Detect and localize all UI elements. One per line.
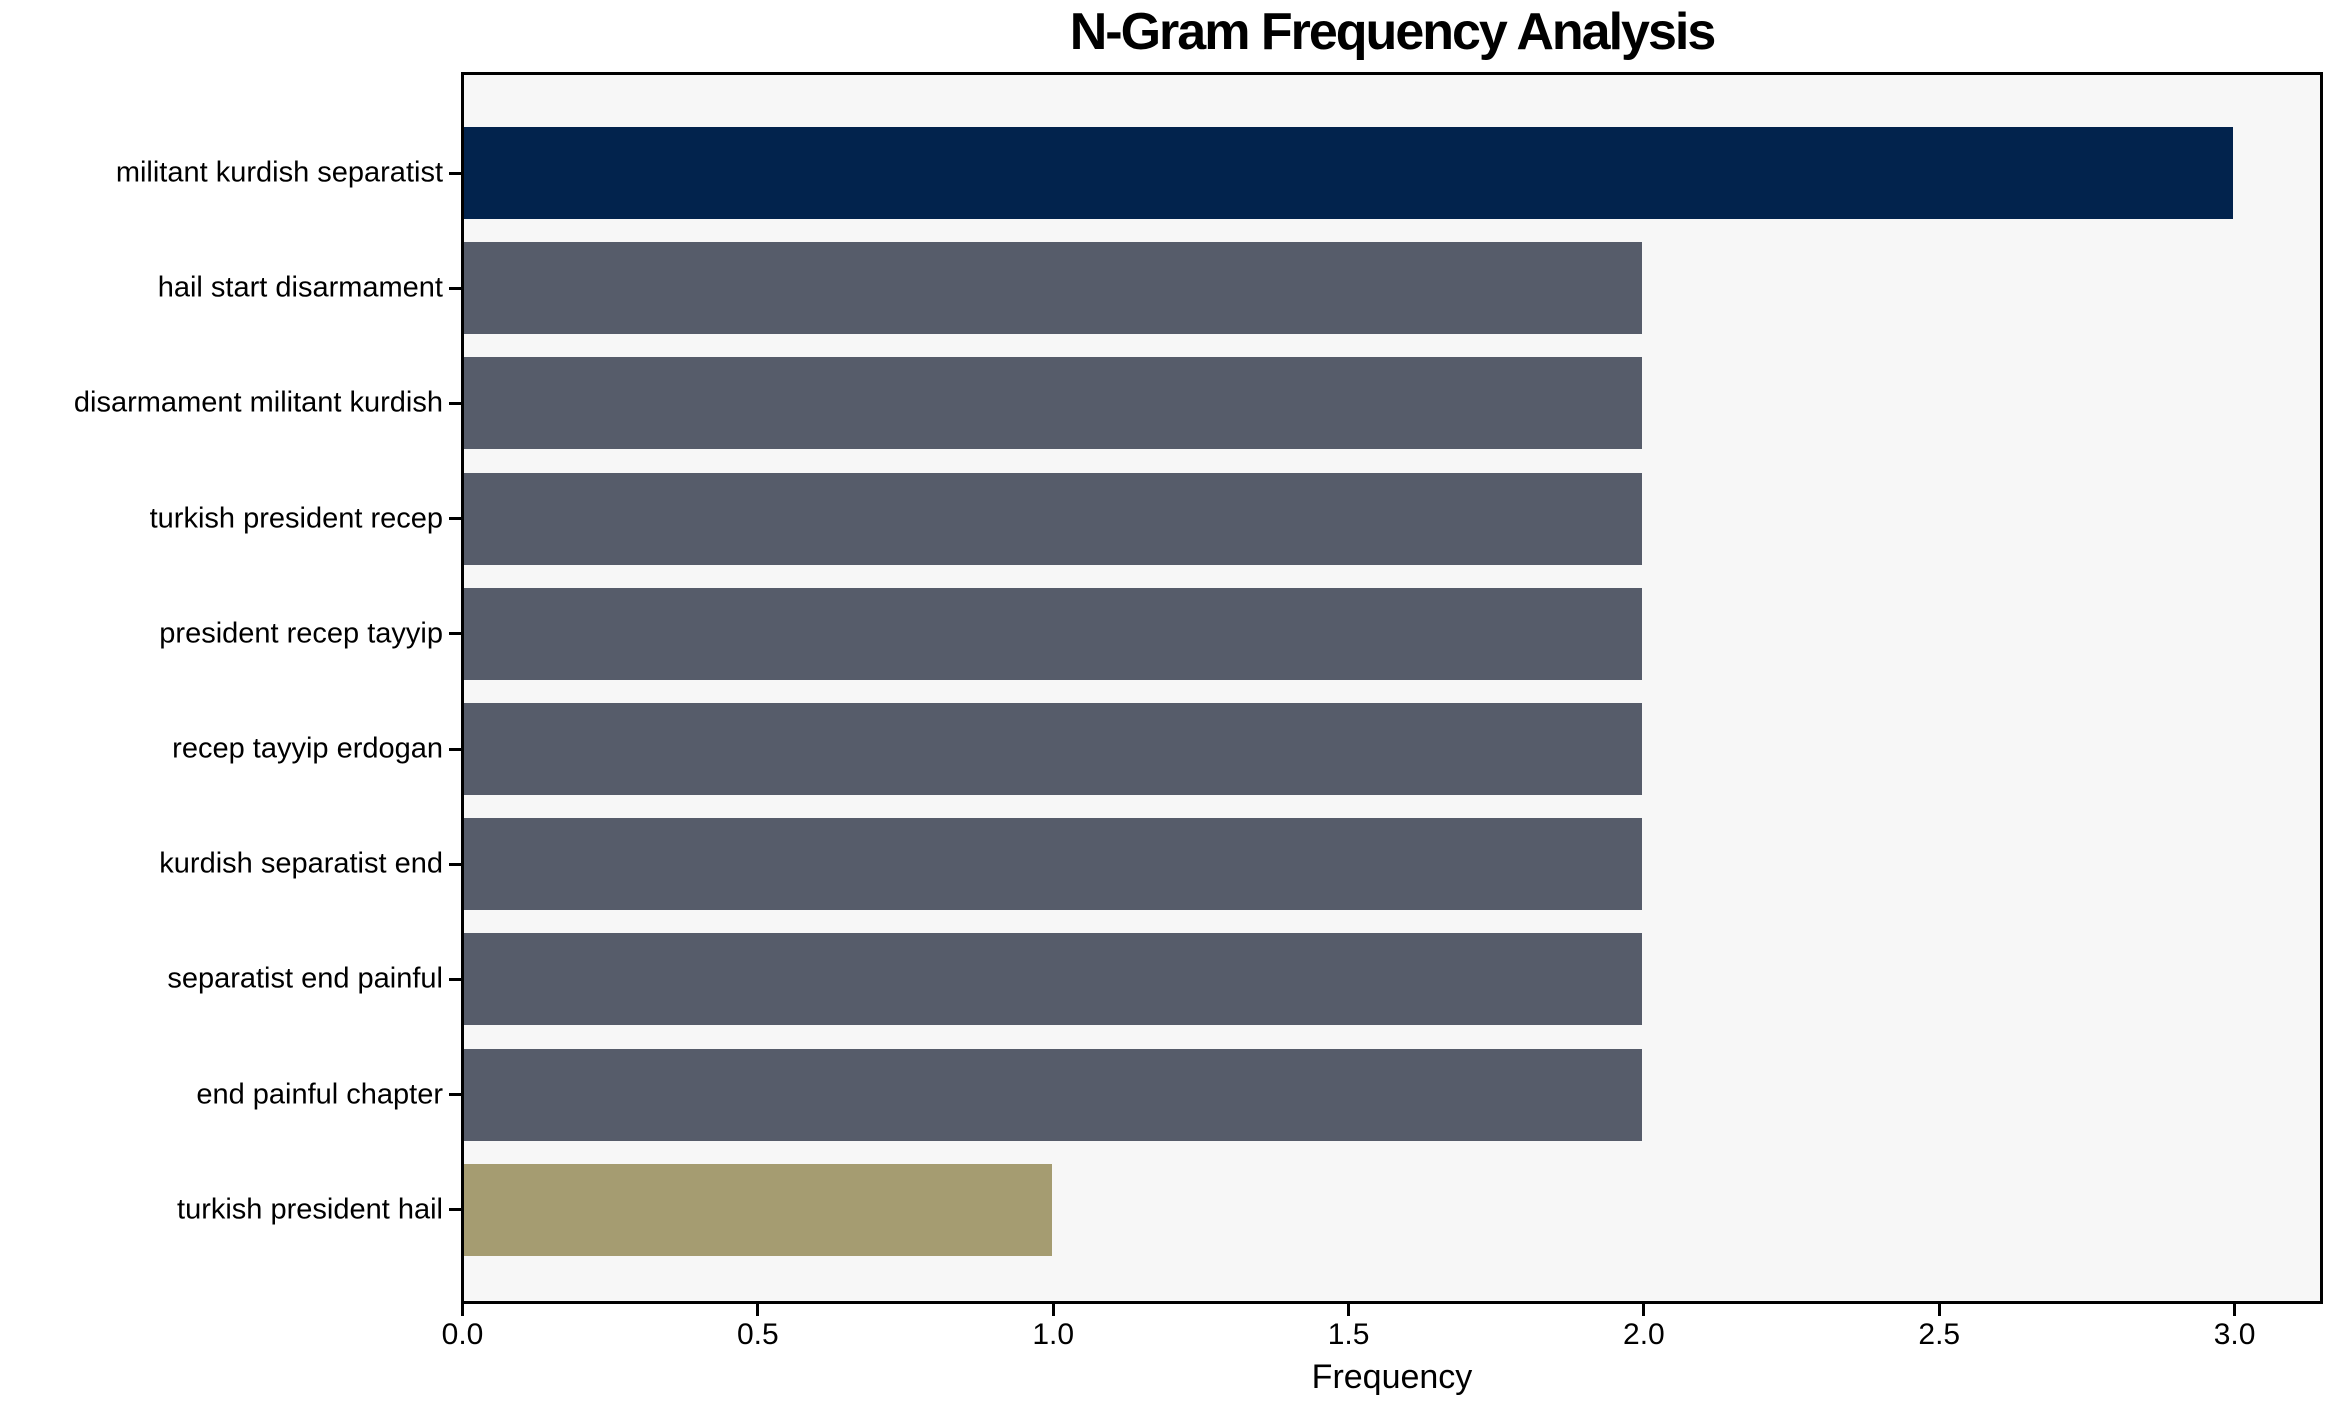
y-tick-label: militant kurdish separatist: [115, 156, 443, 189]
y-tick-mark: [449, 401, 461, 405]
bar-hail-start-disarmament: [464, 242, 1643, 335]
x-tick-label: 0.5: [736, 1318, 779, 1351]
y-tick-mark: [449, 1208, 461, 1212]
x-tick-label: 3.0: [2213, 1318, 2256, 1351]
x-tick-mark: [1051, 1304, 1055, 1316]
y-tick-mark: [449, 1093, 461, 1097]
y-tick-mark: [449, 977, 461, 981]
x-tick-mark: [1642, 1304, 1646, 1316]
bar-end-painful-chapter: [464, 1048, 1643, 1141]
x-tick-mark: [756, 1304, 760, 1316]
y-tick-mark: [449, 862, 461, 866]
bar-kurdish-separatist-end: [464, 818, 1643, 911]
bar-disarmament-militant-kurdish: [464, 357, 1643, 450]
x-tick-mark: [1937, 1304, 1941, 1316]
x-tick-mark: [1347, 1304, 1351, 1316]
bar-president-recep-tayyip: [464, 587, 1643, 680]
y-tick-mark: [449, 747, 461, 751]
y-tick-mark: [449, 517, 461, 521]
y-tick-label: disarmament militant kurdish: [73, 386, 443, 419]
plot-area: [461, 72, 2323, 1304]
bar-turkish-president-recep: [464, 472, 1643, 565]
y-tick-mark: [449, 286, 461, 290]
x-axis-title: Frequency: [1311, 1358, 1473, 1396]
bar-turkish-president-hail: [464, 1163, 1052, 1256]
x-tick-mark: [2233, 1304, 2237, 1316]
y-tick-mark: [449, 632, 461, 636]
y-tick-mark: [449, 171, 461, 175]
y-tick-label: kurdish separatist end: [159, 847, 443, 880]
y-tick-label: separatist end painful: [167, 962, 443, 995]
x-tick-mark: [461, 1304, 464, 1316]
y-tick-label: turkish president hail: [177, 1193, 443, 1226]
x-tick-label: 1.5: [1327, 1318, 1370, 1351]
bar-separatist-end-painful: [464, 933, 1643, 1026]
chart-title: N-Gram Frequency Analysis: [1069, 3, 1717, 61]
bar-militant-kurdish-separatist: [464, 127, 2234, 219]
y-tick-label: president recep tayyip: [159, 617, 443, 650]
y-tick-label: turkish president recep: [149, 502, 443, 535]
y-tick-label: hail start disarmament: [157, 271, 443, 304]
bar-recep-tayyip-erdogan: [464, 703, 1643, 795]
x-tick-label: 1.0: [1032, 1318, 1075, 1351]
y-tick-label: end painful chapter: [196, 1078, 443, 1111]
x-tick-label: 0.0: [441, 1318, 484, 1351]
x-tick-label: 2.5: [1918, 1318, 1961, 1351]
x-tick-label: 2.0: [1623, 1318, 1665, 1351]
y-tick-label: recep tayyip erdogan: [172, 732, 443, 765]
